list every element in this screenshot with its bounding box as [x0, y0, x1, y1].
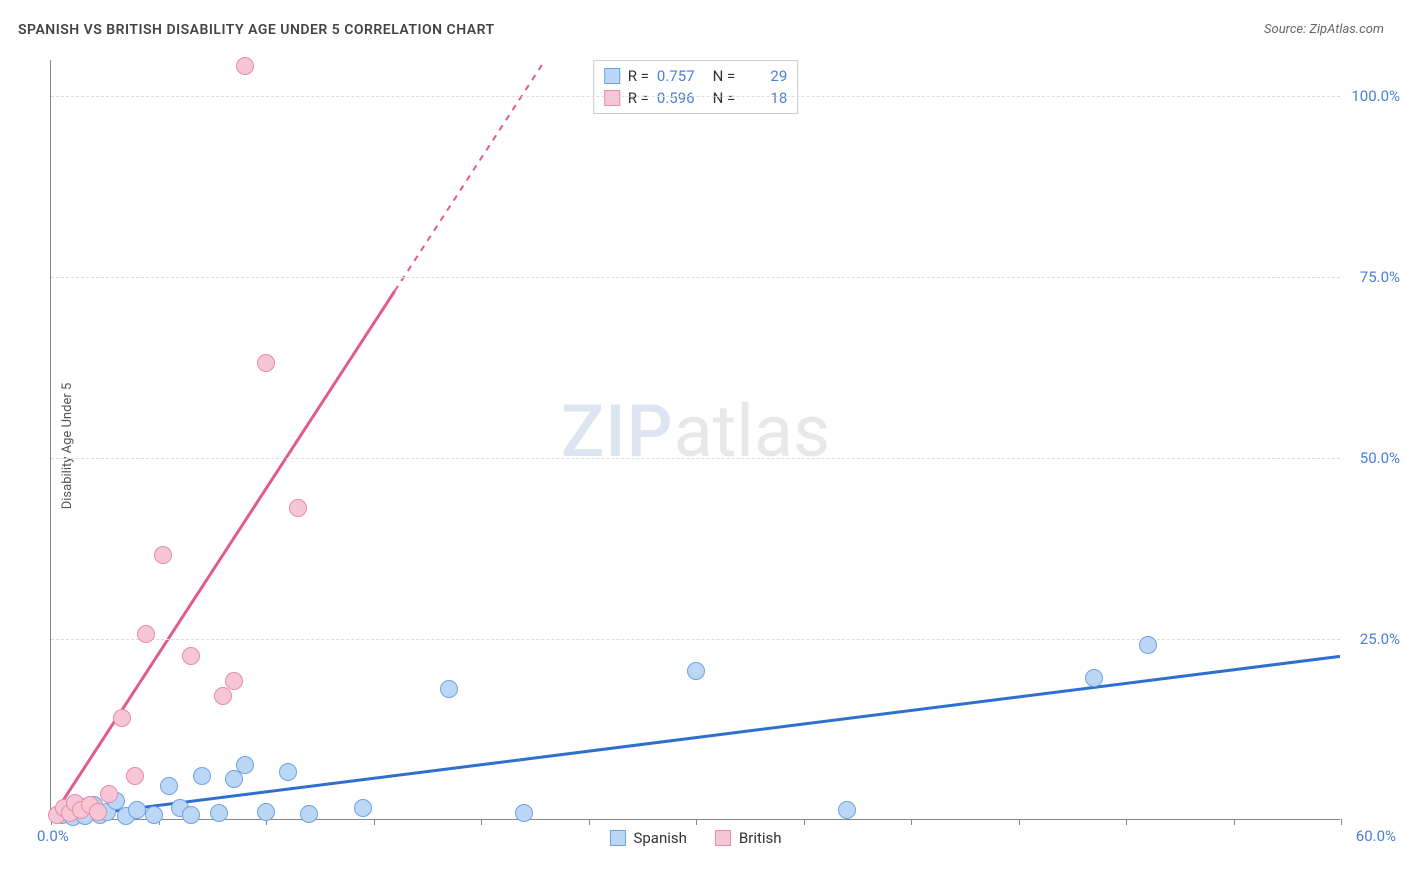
stats-swatch-icon	[604, 90, 620, 106]
legend-item-british: British	[715, 829, 782, 847]
data-point-british	[289, 499, 307, 517]
watermark-zip: ZIP	[561, 389, 674, 474]
stats-n-label: N =	[709, 89, 735, 107]
data-point-spanish	[1139, 636, 1157, 654]
stats-swatch-icon	[604, 68, 620, 84]
data-point-spanish	[838, 801, 856, 819]
legend-label: Spanish	[633, 829, 686, 847]
data-point-spanish	[279, 763, 297, 781]
data-point-spanish	[145, 806, 163, 824]
data-point-spanish	[1085, 669, 1103, 687]
x-tick	[374, 819, 375, 825]
stats-r-label: R =	[628, 67, 649, 85]
legend-label: British	[739, 829, 782, 847]
data-point-spanish	[236, 756, 254, 774]
x-tick	[589, 819, 590, 825]
y-tick-label: 50.0%	[1360, 449, 1400, 467]
watermark-atlas: atlas	[674, 389, 831, 474]
data-point-spanish	[300, 805, 318, 823]
y-tick-label: 100.0%	[1351, 87, 1400, 105]
stats-row: R = 0.757 N = 29	[604, 65, 788, 87]
y-tick-label: 75.0%	[1360, 268, 1400, 286]
trend-lines-svg	[51, 60, 1340, 819]
x-tick	[696, 819, 697, 825]
stats-n-label: N =	[709, 67, 735, 85]
x-max-label: 60.0%	[1356, 827, 1396, 845]
data-point-british	[182, 647, 200, 665]
x-tick	[1126, 819, 1127, 825]
stats-n-value: 18	[743, 89, 787, 107]
y-tick-label: 25.0%	[1360, 630, 1400, 648]
data-point-spanish	[687, 662, 705, 680]
stats-r-label: R =	[628, 89, 649, 107]
legend-swatch-icon	[609, 830, 625, 846]
trend-line-spanish	[51, 656, 1340, 819]
x-origin-label: 0.0%	[37, 827, 69, 845]
stats-r-value: 0.757	[657, 67, 701, 85]
data-point-british	[236, 57, 254, 75]
data-point-spanish	[182, 806, 200, 824]
data-point-spanish	[160, 777, 178, 795]
data-point-british	[257, 354, 275, 372]
stats-row: R = 0.596 N = 18	[604, 87, 788, 109]
data-point-british	[137, 625, 155, 643]
legend-item-spanish: Spanish	[609, 829, 686, 847]
data-point-british	[154, 546, 172, 564]
chart-container: SPANISH VS BRITISH DISABILITY AGE UNDER …	[0, 0, 1406, 892]
x-tick	[481, 819, 482, 825]
data-point-british	[225, 672, 243, 690]
data-point-british	[113, 709, 131, 727]
chart-title: SPANISH VS BRITISH DISABILITY AGE UNDER …	[18, 22, 495, 38]
watermark: ZIPatlas	[561, 389, 830, 474]
data-point-spanish	[354, 799, 372, 817]
trend-line-british	[51, 291, 395, 819]
data-point-spanish	[257, 803, 275, 821]
x-tick	[1019, 819, 1020, 825]
legend-swatch-icon	[715, 830, 731, 846]
data-point-spanish	[515, 804, 533, 822]
stats-n-value: 29	[743, 67, 787, 85]
gridline-h	[51, 277, 1340, 278]
x-tick	[1234, 819, 1235, 825]
data-point-spanish	[440, 680, 458, 698]
stats-legend-box: R = 0.757 N = 29 R = 0.596 N = 18	[593, 60, 799, 114]
data-point-british	[126, 767, 144, 785]
gridline-h	[51, 96, 1340, 97]
gridline-h	[51, 458, 1340, 459]
legend-bottom: Spanish British	[609, 829, 781, 847]
trend-line-dashed-british	[395, 60, 545, 291]
plot-area: ZIPatlas R = 0.757 N = 29 R = 0.596 N = 18 0.…	[50, 60, 1340, 820]
data-point-british	[89, 803, 107, 821]
source-label: Source: ZipAtlas.com	[1264, 22, 1384, 37]
data-point-british	[100, 785, 118, 803]
data-point-spanish	[128, 801, 146, 819]
x-tick	[804, 819, 805, 825]
data-point-spanish	[193, 767, 211, 785]
x-tick	[911, 819, 912, 825]
stats-r-value: 0.596	[657, 89, 701, 107]
data-point-spanish	[210, 804, 228, 822]
x-tick	[1341, 819, 1342, 825]
